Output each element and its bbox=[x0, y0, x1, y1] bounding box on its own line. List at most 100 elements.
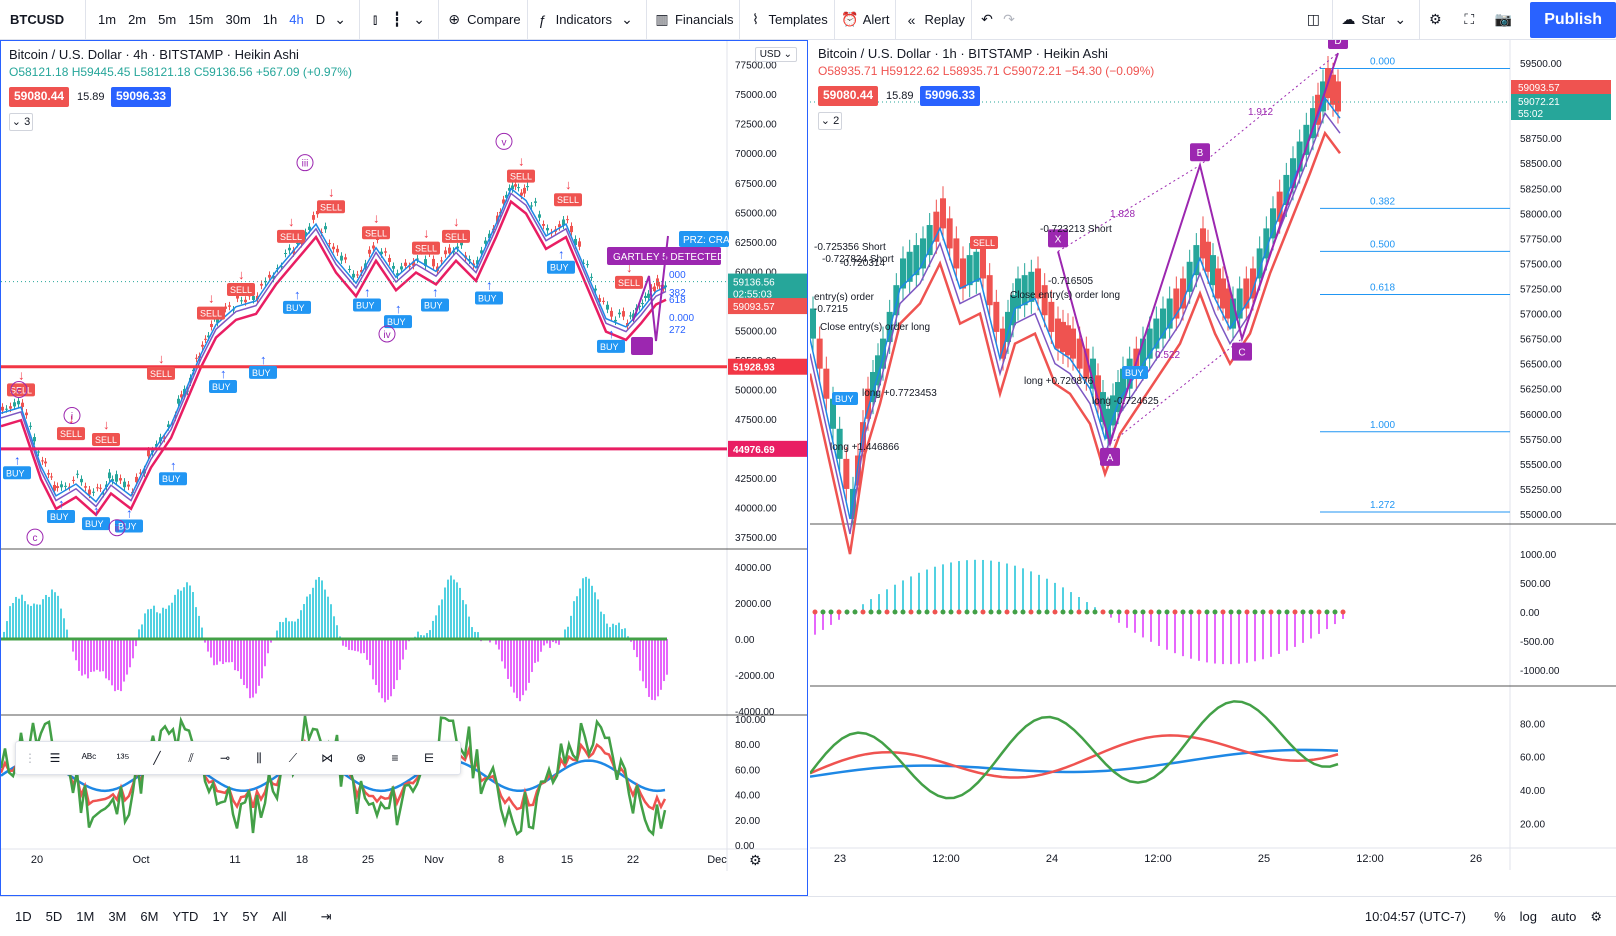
range-3m[interactable]: 3M bbox=[108, 908, 127, 924]
range-1y[interactable]: 1Y bbox=[212, 908, 229, 924]
moving-average-line bbox=[810, 130, 1342, 555]
osc1-histogram-bar bbox=[1006, 563, 1008, 612]
candle-body bbox=[1283, 174, 1290, 205]
osc1-zero-dot bbox=[924, 609, 930, 615]
interval-5m[interactable]: 5m bbox=[158, 12, 177, 27]
candle-body bbox=[432, 258, 435, 267]
bar-chart-icon[interactable]: ⫾ bbox=[372, 11, 378, 27]
current-price-tag-label: 59072.21 bbox=[1518, 97, 1560, 108]
undo-icon[interactable]: ↶ bbox=[981, 11, 993, 27]
left-sell-price[interactable]: 59080.44 bbox=[9, 87, 70, 107]
osc1-histogram-bar bbox=[192, 592, 194, 639]
candle-body bbox=[288, 247, 291, 251]
save-layout-button[interactable]: ☁ Star ⌄ bbox=[1333, 0, 1421, 40]
osc1-histogram-bar bbox=[624, 628, 626, 639]
left-price-tick: 75000.00 bbox=[735, 90, 777, 101]
elliott-abc-icon[interactable]: ᴬᴮᶜ bbox=[81, 751, 97, 765]
indicators-button[interactable]: ƒ Indicators ⌄ bbox=[528, 0, 647, 40]
fullscreen-button[interactable]: ⛶ bbox=[1454, 0, 1488, 40]
right-time-tick: 23 bbox=[834, 853, 846, 865]
interval-1h[interactable]: 1h bbox=[262, 12, 278, 27]
range-5d[interactable]: 5D bbox=[45, 908, 63, 924]
currency-select[interactable]: USD ⌄ bbox=[754, 47, 797, 62]
right-buy-price[interactable]: 59096.33 bbox=[920, 86, 981, 106]
goto-date-icon[interactable]: ⇥ bbox=[320, 908, 332, 924]
left-chart-pane[interactable]: 77500.00 75000.00 72500.00 70000.00 67500.00… bbox=[0, 40, 808, 896]
symbol-search[interactable]: BTCUSD bbox=[0, 0, 86, 40]
candle-body bbox=[830, 398, 836, 429]
range-5y[interactable]: 5Y bbox=[242, 908, 259, 924]
candles-icon[interactable]: ┇ bbox=[392, 11, 402, 27]
horizontal-ray-icon[interactable]: ⊸ bbox=[219, 751, 231, 765]
replay-button[interactable]: « Replay bbox=[896, 0, 972, 40]
wave-label-circle bbox=[296, 154, 314, 172]
trend-line-icon[interactable]: ╱ bbox=[153, 751, 161, 765]
buy-signal-badge bbox=[384, 315, 412, 329]
drag-handle-icon[interactable]: ⋮ bbox=[24, 751, 36, 765]
snapshot-button[interactable]: 📷 bbox=[1488, 0, 1522, 40]
gear-icon[interactable]: ⚙ bbox=[1590, 909, 1602, 924]
candle-body bbox=[1270, 208, 1276, 239]
interval-d[interactable]: D bbox=[315, 12, 326, 27]
percent-toggle[interactable]: % bbox=[1494, 909, 1506, 924]
interval-30m[interactable]: 30m bbox=[225, 12, 251, 27]
redo-icon[interactable]: ↷ bbox=[1003, 11, 1015, 27]
compare-button[interactable]: ⊕ Compare bbox=[439, 0, 528, 40]
chevron-down-icon[interactable]: ⌄ bbox=[334, 11, 346, 27]
chevron-down-icon[interactable]: ⌄ bbox=[1394, 11, 1407, 27]
osc1-histogram-bar bbox=[90, 639, 92, 672]
osc1-zero-dot bbox=[996, 609, 1002, 615]
templates-button[interactable]: ⌇ Templates bbox=[740, 0, 835, 40]
settings-button[interactable]: ⚙ bbox=[1420, 0, 1454, 40]
right-indicator-collapse[interactable]: ⌄ 2 bbox=[818, 112, 842, 130]
candle-body bbox=[650, 287, 653, 289]
publish-button[interactable]: Publish bbox=[1530, 1, 1616, 38]
pattern-point-badge bbox=[1100, 447, 1120, 466]
parallel-channel-icon[interactable]: ⫽ bbox=[188, 750, 194, 765]
interval-1m[interactable]: 1m bbox=[98, 12, 117, 27]
osc1-histogram-bar bbox=[636, 639, 638, 658]
left-indicator-collapse[interactable]: ⌄ 3 bbox=[9, 113, 33, 131]
interval-4h[interactable]: 4h bbox=[289, 12, 304, 27]
alert-button[interactable]: ⏰ Alert bbox=[835, 0, 897, 40]
candle-body bbox=[268, 274, 271, 278]
candle-body bbox=[1110, 395, 1116, 426]
spiral-icon[interactable]: ⊛ bbox=[355, 751, 367, 765]
layout-button[interactable]: ◫ bbox=[1298, 0, 1334, 40]
interval-15m[interactable]: 15m bbox=[188, 12, 214, 27]
right-sell-price[interactable]: 59080.44 bbox=[818, 86, 879, 106]
fib-icon[interactable]: ≡ bbox=[391, 751, 399, 765]
prz-badge bbox=[679, 231, 729, 247]
osc1-histogram-bar bbox=[417, 631, 419, 639]
osc1-histogram-bar bbox=[576, 596, 578, 639]
osc1-zero-dot bbox=[1340, 609, 1346, 615]
horizontal-lines-icon[interactable]: ☰ bbox=[49, 751, 61, 765]
left-buy-price[interactable]: 59096.33 bbox=[111, 87, 172, 107]
interval-2m[interactable]: 2m bbox=[128, 12, 147, 27]
log-toggle[interactable]: log bbox=[1519, 909, 1538, 924]
left-price-tick: 65000.00 bbox=[735, 208, 777, 219]
pattern-icon[interactable]: ⋈ bbox=[321, 751, 333, 765]
chevron-down-icon[interactable]: ⌄ bbox=[413, 11, 425, 27]
clock-timezone[interactable]: 10:04:57 (UTC-7) bbox=[1364, 909, 1466, 924]
range-6m[interactable]: 6M bbox=[140, 908, 159, 924]
range-all[interactable]: All bbox=[272, 908, 287, 924]
range-1d[interactable]: 1D bbox=[15, 908, 32, 924]
range-ytd[interactable]: YTD bbox=[172, 908, 199, 924]
chevron-down-icon[interactable]: ⌄ bbox=[621, 11, 633, 27]
left-time-tick: 11 bbox=[229, 854, 240, 866]
right-chart-pane[interactable]: 59500.0059000.0058750.0058500.0058250.00… bbox=[810, 40, 1616, 896]
vertical-lines-icon[interactable]: ⫼ bbox=[256, 750, 262, 765]
range-1m[interactable]: 1M bbox=[76, 908, 95, 924]
osc1-histogram-bar bbox=[18, 598, 20, 639]
osc1-histogram-bar bbox=[830, 612, 832, 625]
auto-toggle[interactable]: auto bbox=[1551, 909, 1577, 924]
elliott-impulse-icon[interactable]: ¹³⁵ bbox=[116, 751, 130, 765]
right-chart-canvas[interactable]: 59500.0059000.0058750.0058500.0058250.00… bbox=[810, 40, 1616, 896]
candle-body bbox=[530, 205, 533, 207]
gann-icon[interactable]: ⋿ bbox=[423, 751, 435, 765]
financials-button[interactable]: ▥ Financials bbox=[647, 0, 741, 40]
trade-annotation: -0.716505 bbox=[1048, 276, 1093, 287]
left-time-tick: 18 bbox=[296, 854, 308, 866]
ray-icon[interactable]: ⟋ bbox=[288, 750, 298, 765]
